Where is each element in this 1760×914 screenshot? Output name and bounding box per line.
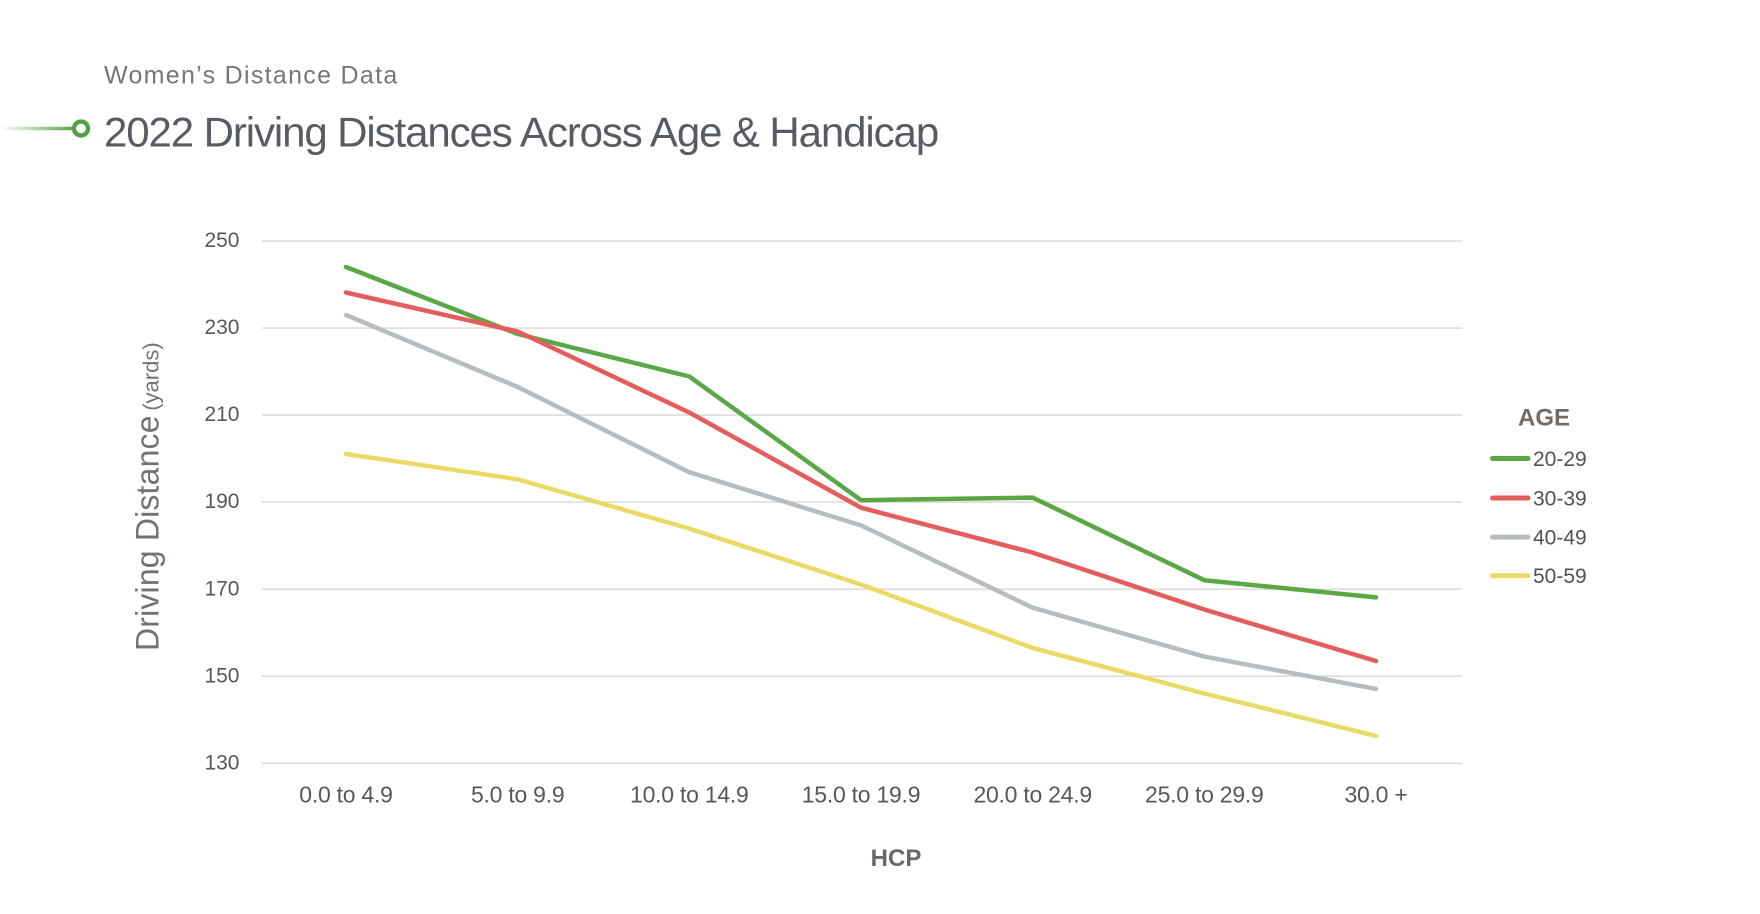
svg-text:190: 190 [204,490,239,513]
svg-text:20-29: 20-29 [1533,448,1587,471]
svg-text:Women’s Distance Data: Women’s Distance Data [104,62,399,90]
svg-text:30.0 +: 30.0 + [1344,782,1407,808]
svg-text:40-49: 40-49 [1533,526,1587,549]
svg-text:HCP: HCP [871,845,922,872]
svg-text:5.0 to 9.9: 5.0 to 9.9 [471,782,564,808]
svg-text:0.0 to 4.9: 0.0 to 4.9 [299,782,392,808]
svg-text:2022 Driving Distances Across: 2022 Driving Distances Across Age & Hand… [104,109,938,156]
svg-text:50-59: 50-59 [1533,565,1587,588]
svg-text:230: 230 [204,316,239,339]
svg-text:250: 250 [204,229,239,252]
svg-text:25.0 to 29.9: 25.0 to 29.9 [1145,782,1264,808]
svg-text:130: 130 [204,751,239,774]
svg-text:AGE: AGE [1518,405,1570,432]
svg-text:20.0 to 24.9: 20.0 to 24.9 [973,782,1092,808]
svg-text:170: 170 [204,577,239,600]
svg-text:10.0 to 14.9: 10.0 to 14.9 [630,782,749,808]
svg-text:150: 150 [204,664,239,687]
svg-text:Driving Distance(yards): Driving Distance(yards) [130,342,166,651]
svg-text:210: 210 [204,403,239,426]
svg-text:30-39: 30-39 [1533,487,1587,510]
svg-text:15.0 to 19.9: 15.0 to 19.9 [802,782,921,808]
